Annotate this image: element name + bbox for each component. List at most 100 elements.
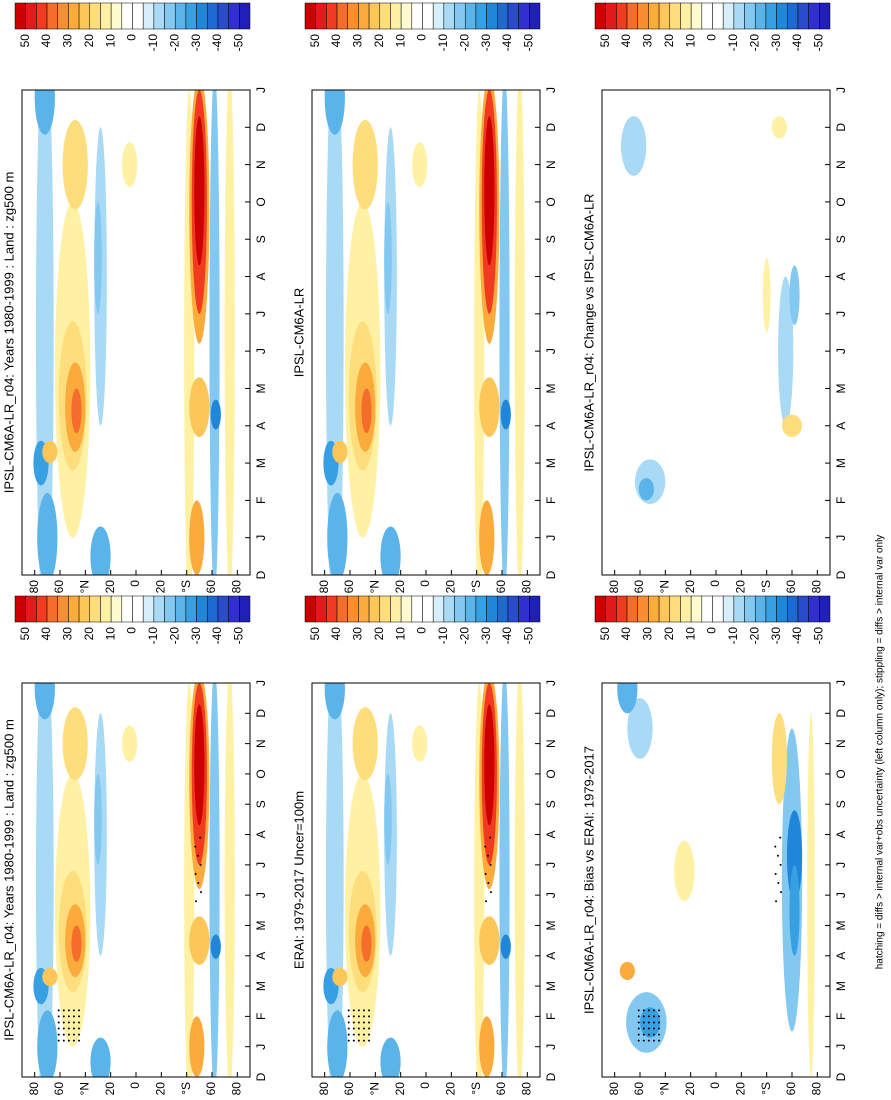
month-label: D — [254, 570, 268, 579]
lat-label: 20 — [393, 580, 407, 594]
hatch-dot — [658, 1009, 660, 1012]
month-label: F — [834, 497, 848, 504]
panel-title: IPSL-CM6A-LR_r04: Bias vs ERAI: 1979-201… — [581, 746, 596, 1014]
contour-region — [189, 916, 210, 965]
month-label: D — [834, 1072, 848, 1081]
month-label: S — [544, 800, 558, 808]
lat-label: 60 — [342, 1082, 356, 1096]
lat-label: 60 — [494, 580, 508, 594]
colorbar-label: -20 — [747, 34, 761, 52]
colorbar-swatch — [648, 595, 660, 623]
colorbar-swatch — [228, 2, 240, 30]
colorbar-swatch — [605, 2, 617, 30]
colorbar-label: 30 — [641, 627, 655, 641]
colorbar-label: 10 — [683, 627, 697, 641]
colorbar-swatch — [722, 595, 735, 623]
colorbar-swatch — [174, 2, 187, 30]
colorbar-swatch — [326, 595, 338, 623]
hatch-dot — [67, 1027, 70, 1030]
colorbar-label: -20 — [167, 34, 181, 52]
month-label: F — [254, 1013, 268, 1020]
colorbar-label: -20 — [747, 627, 761, 645]
colorbar-label: 10 — [103, 627, 117, 641]
lat-label: °S — [469, 580, 483, 593]
lat-label: 20 — [154, 1082, 168, 1096]
colorbar-label: -50 — [811, 34, 825, 52]
contour-region — [194, 704, 205, 826]
hatch-dot — [199, 836, 202, 839]
colorbar-swatch — [110, 2, 123, 30]
month-label: A — [834, 422, 848, 430]
colorbar-swatch — [411, 595, 423, 623]
colorbar-swatch — [326, 2, 338, 30]
lat-label: 0 — [128, 1082, 142, 1089]
colorbar-swatch — [390, 595, 402, 623]
colorbar-swatch — [658, 2, 671, 30]
hatch-dot — [484, 872, 487, 875]
colorbar-swatch — [239, 595, 251, 623]
hatch-dot — [57, 1039, 60, 1042]
contour-region — [71, 925, 82, 962]
hatch-dot — [642, 1027, 645, 1030]
month-label: N — [254, 160, 268, 169]
colorbar-label: -20 — [167, 627, 181, 645]
contour-region — [210, 934, 221, 959]
month-label: O — [544, 197, 558, 206]
colorbar-label: 0 — [415, 627, 429, 634]
lat-label: 80 — [27, 580, 41, 594]
month-label: A — [544, 273, 558, 281]
colorbar-swatch — [797, 2, 809, 30]
hatch-dot — [57, 1021, 60, 1024]
hatch-dot — [489, 891, 492, 894]
colorbar-label: 0 — [705, 34, 719, 41]
contour-region — [500, 934, 511, 959]
month-label: M — [544, 920, 558, 930]
hatch-dot — [357, 1033, 360, 1036]
colorbar-label: 0 — [125, 627, 139, 634]
contour-region — [327, 492, 348, 575]
hatch-dot — [642, 1009, 645, 1012]
colorbar-swatch — [68, 2, 80, 30]
hatch-dot — [78, 1021, 80, 1024]
month-label: N — [544, 739, 558, 748]
month-label: D — [544, 123, 558, 132]
colorbar-label: -10 — [436, 34, 450, 52]
contour-region — [412, 142, 428, 187]
contour-region — [778, 276, 794, 426]
colorbar-swatch — [25, 2, 37, 30]
lat-label: °N — [78, 1082, 92, 1095]
lat-label: 80 — [317, 580, 331, 594]
colorbar-swatch — [733, 595, 745, 623]
hatch-dot — [658, 1033, 660, 1036]
colorbar-swatch — [142, 595, 155, 623]
hatch-dot — [67, 1039, 70, 1042]
colorbar-swatch — [368, 2, 381, 30]
hatch-dot — [642, 1021, 645, 1024]
colorbar-swatch — [36, 595, 48, 623]
lat-label: °N — [658, 580, 672, 593]
month-label: J — [254, 892, 268, 898]
colorbar-swatch — [315, 2, 327, 30]
colorbar-swatch — [239, 2, 251, 30]
colorbar-label: 10 — [103, 34, 117, 48]
hatch-dot — [362, 1009, 365, 1012]
colorbar-label: 30 — [61, 627, 75, 641]
contour-region — [122, 142, 138, 187]
colorbar-swatch — [765, 595, 777, 623]
hatch-dot — [642, 1039, 645, 1042]
hatch-dot — [652, 1009, 655, 1012]
colorbar-label: 30 — [351, 627, 365, 641]
hatch-dot — [484, 845, 487, 848]
panel-title: IPSL-CM6A-LR_r04: Years 1980-1999 : Land… — [1, 719, 16, 1041]
contour-region — [514, 683, 525, 1077]
hatch-dot — [652, 1027, 655, 1030]
hatch-dot — [347, 1021, 350, 1024]
field — [323, 683, 525, 1077]
colorbar-label: -40 — [210, 627, 224, 645]
field — [621, 116, 803, 505]
colorbar-label: 20 — [372, 34, 386, 48]
month-label: F — [254, 497, 268, 504]
colorbar-swatch — [464, 595, 477, 623]
colorbar-swatch — [358, 2, 370, 30]
colorbar-swatch — [153, 595, 165, 623]
